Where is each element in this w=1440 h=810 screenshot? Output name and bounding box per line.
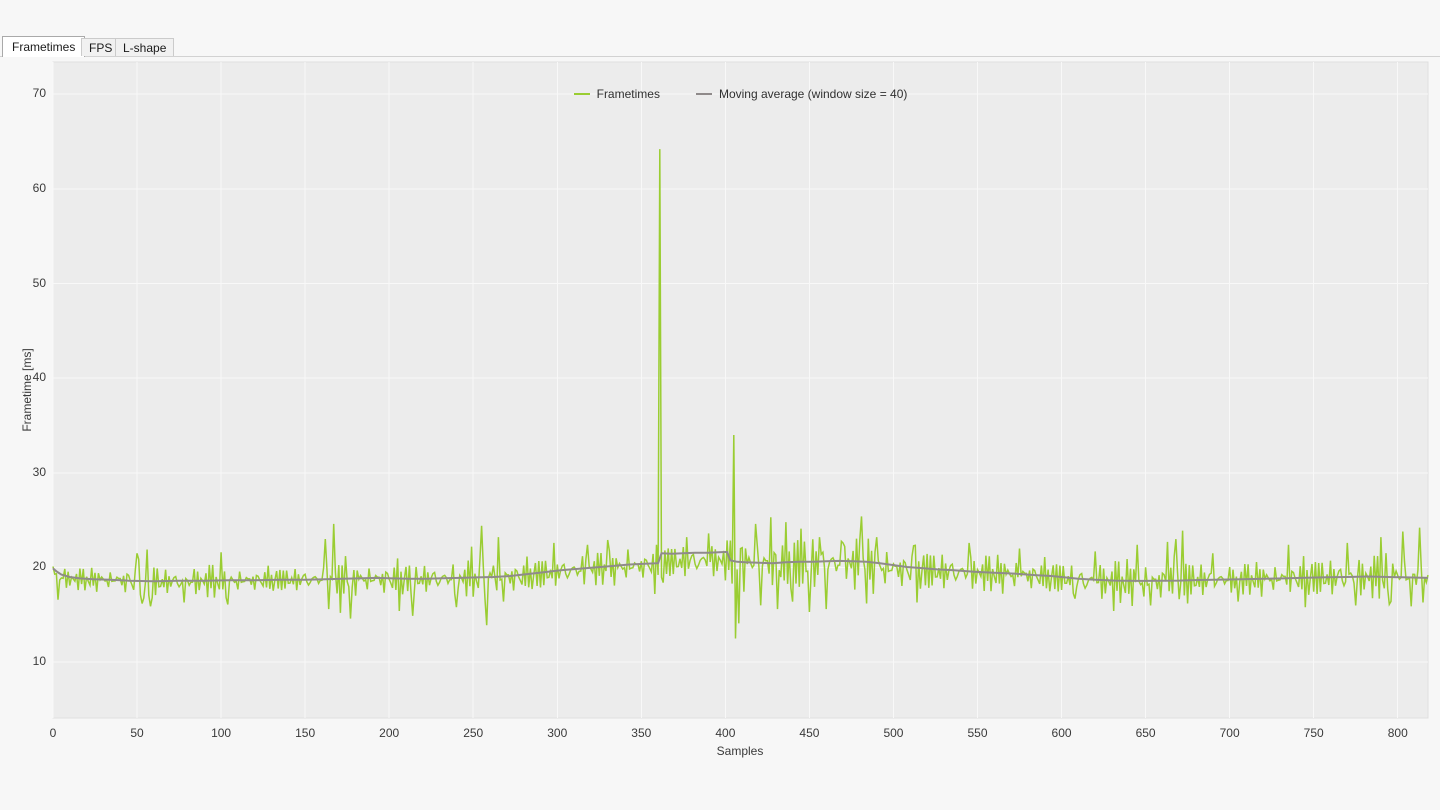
tab-fps[interactable]: FPS bbox=[81, 38, 121, 56]
legend-label: Moving average (window size = 40) bbox=[718, 87, 908, 101]
x-axis-title: Samples bbox=[716, 744, 764, 758]
y-axis-ticks: 10 20 30 40 50 60 70 bbox=[6, 0, 46, 810]
tabstrip-divider bbox=[0, 56, 1440, 57]
legend-line-swatch-icon bbox=[695, 93, 712, 95]
y-tick-label: 70 bbox=[32, 86, 46, 101]
y-tick-label: 20 bbox=[32, 559, 46, 574]
x-tick-label: 200 bbox=[379, 726, 400, 740]
x-tick-label: 100 bbox=[211, 726, 232, 740]
x-tick-label: 300 bbox=[547, 726, 568, 740]
x-tick-label: 50 bbox=[130, 726, 144, 740]
chart-legend: Frametimes Moving average (window size = … bbox=[53, 86, 1428, 102]
x-tick-label: 600 bbox=[1051, 726, 1072, 740]
x-tick-label: 800 bbox=[1387, 726, 1408, 740]
legend-label: Frametimes bbox=[596, 87, 660, 101]
x-tick-label: 700 bbox=[1219, 726, 1240, 740]
legend-line-swatch-icon bbox=[573, 93, 590, 95]
x-axis-ticks: 0 50 100 150 200 250 300 350 400 450 500 550 600 650 7… bbox=[0, 726, 1440, 742]
x-tick-label: 150 bbox=[295, 726, 316, 740]
x-tick-label: 400 bbox=[715, 726, 736, 740]
y-tick-label: 10 bbox=[32, 654, 46, 669]
x-tick-label: 550 bbox=[967, 726, 988, 740]
tab-frametimes[interactable]: Frametimes bbox=[2, 36, 86, 57]
y-axis-title: Frametime [ms] bbox=[20, 348, 34, 432]
legend-item: Frametimes bbox=[573, 87, 660, 101]
x-tick-label: 500 bbox=[883, 726, 904, 740]
y-tick-label: 60 bbox=[32, 180, 46, 195]
x-tick-label: 650 bbox=[1135, 726, 1156, 740]
moving-average-line bbox=[52, 550, 1429, 583]
x-tick-label: 450 bbox=[799, 726, 820, 740]
frametimes-line bbox=[52, 149, 1429, 639]
plot-area bbox=[52, 61, 1429, 719]
legend-item: Moving average (window size = 40) bbox=[695, 87, 908, 101]
x-tick-label: 0 bbox=[49, 726, 57, 740]
x-tick-label: 350 bbox=[631, 726, 652, 740]
y-tick-label: 50 bbox=[32, 275, 46, 290]
y-tick-label: 30 bbox=[32, 464, 46, 479]
x-tick-label: 250 bbox=[463, 726, 484, 740]
x-tick-label: 750 bbox=[1303, 726, 1324, 740]
tab-lshape[interactable]: L-shape bbox=[115, 38, 175, 56]
y-tick-label: 40 bbox=[32, 370, 46, 385]
